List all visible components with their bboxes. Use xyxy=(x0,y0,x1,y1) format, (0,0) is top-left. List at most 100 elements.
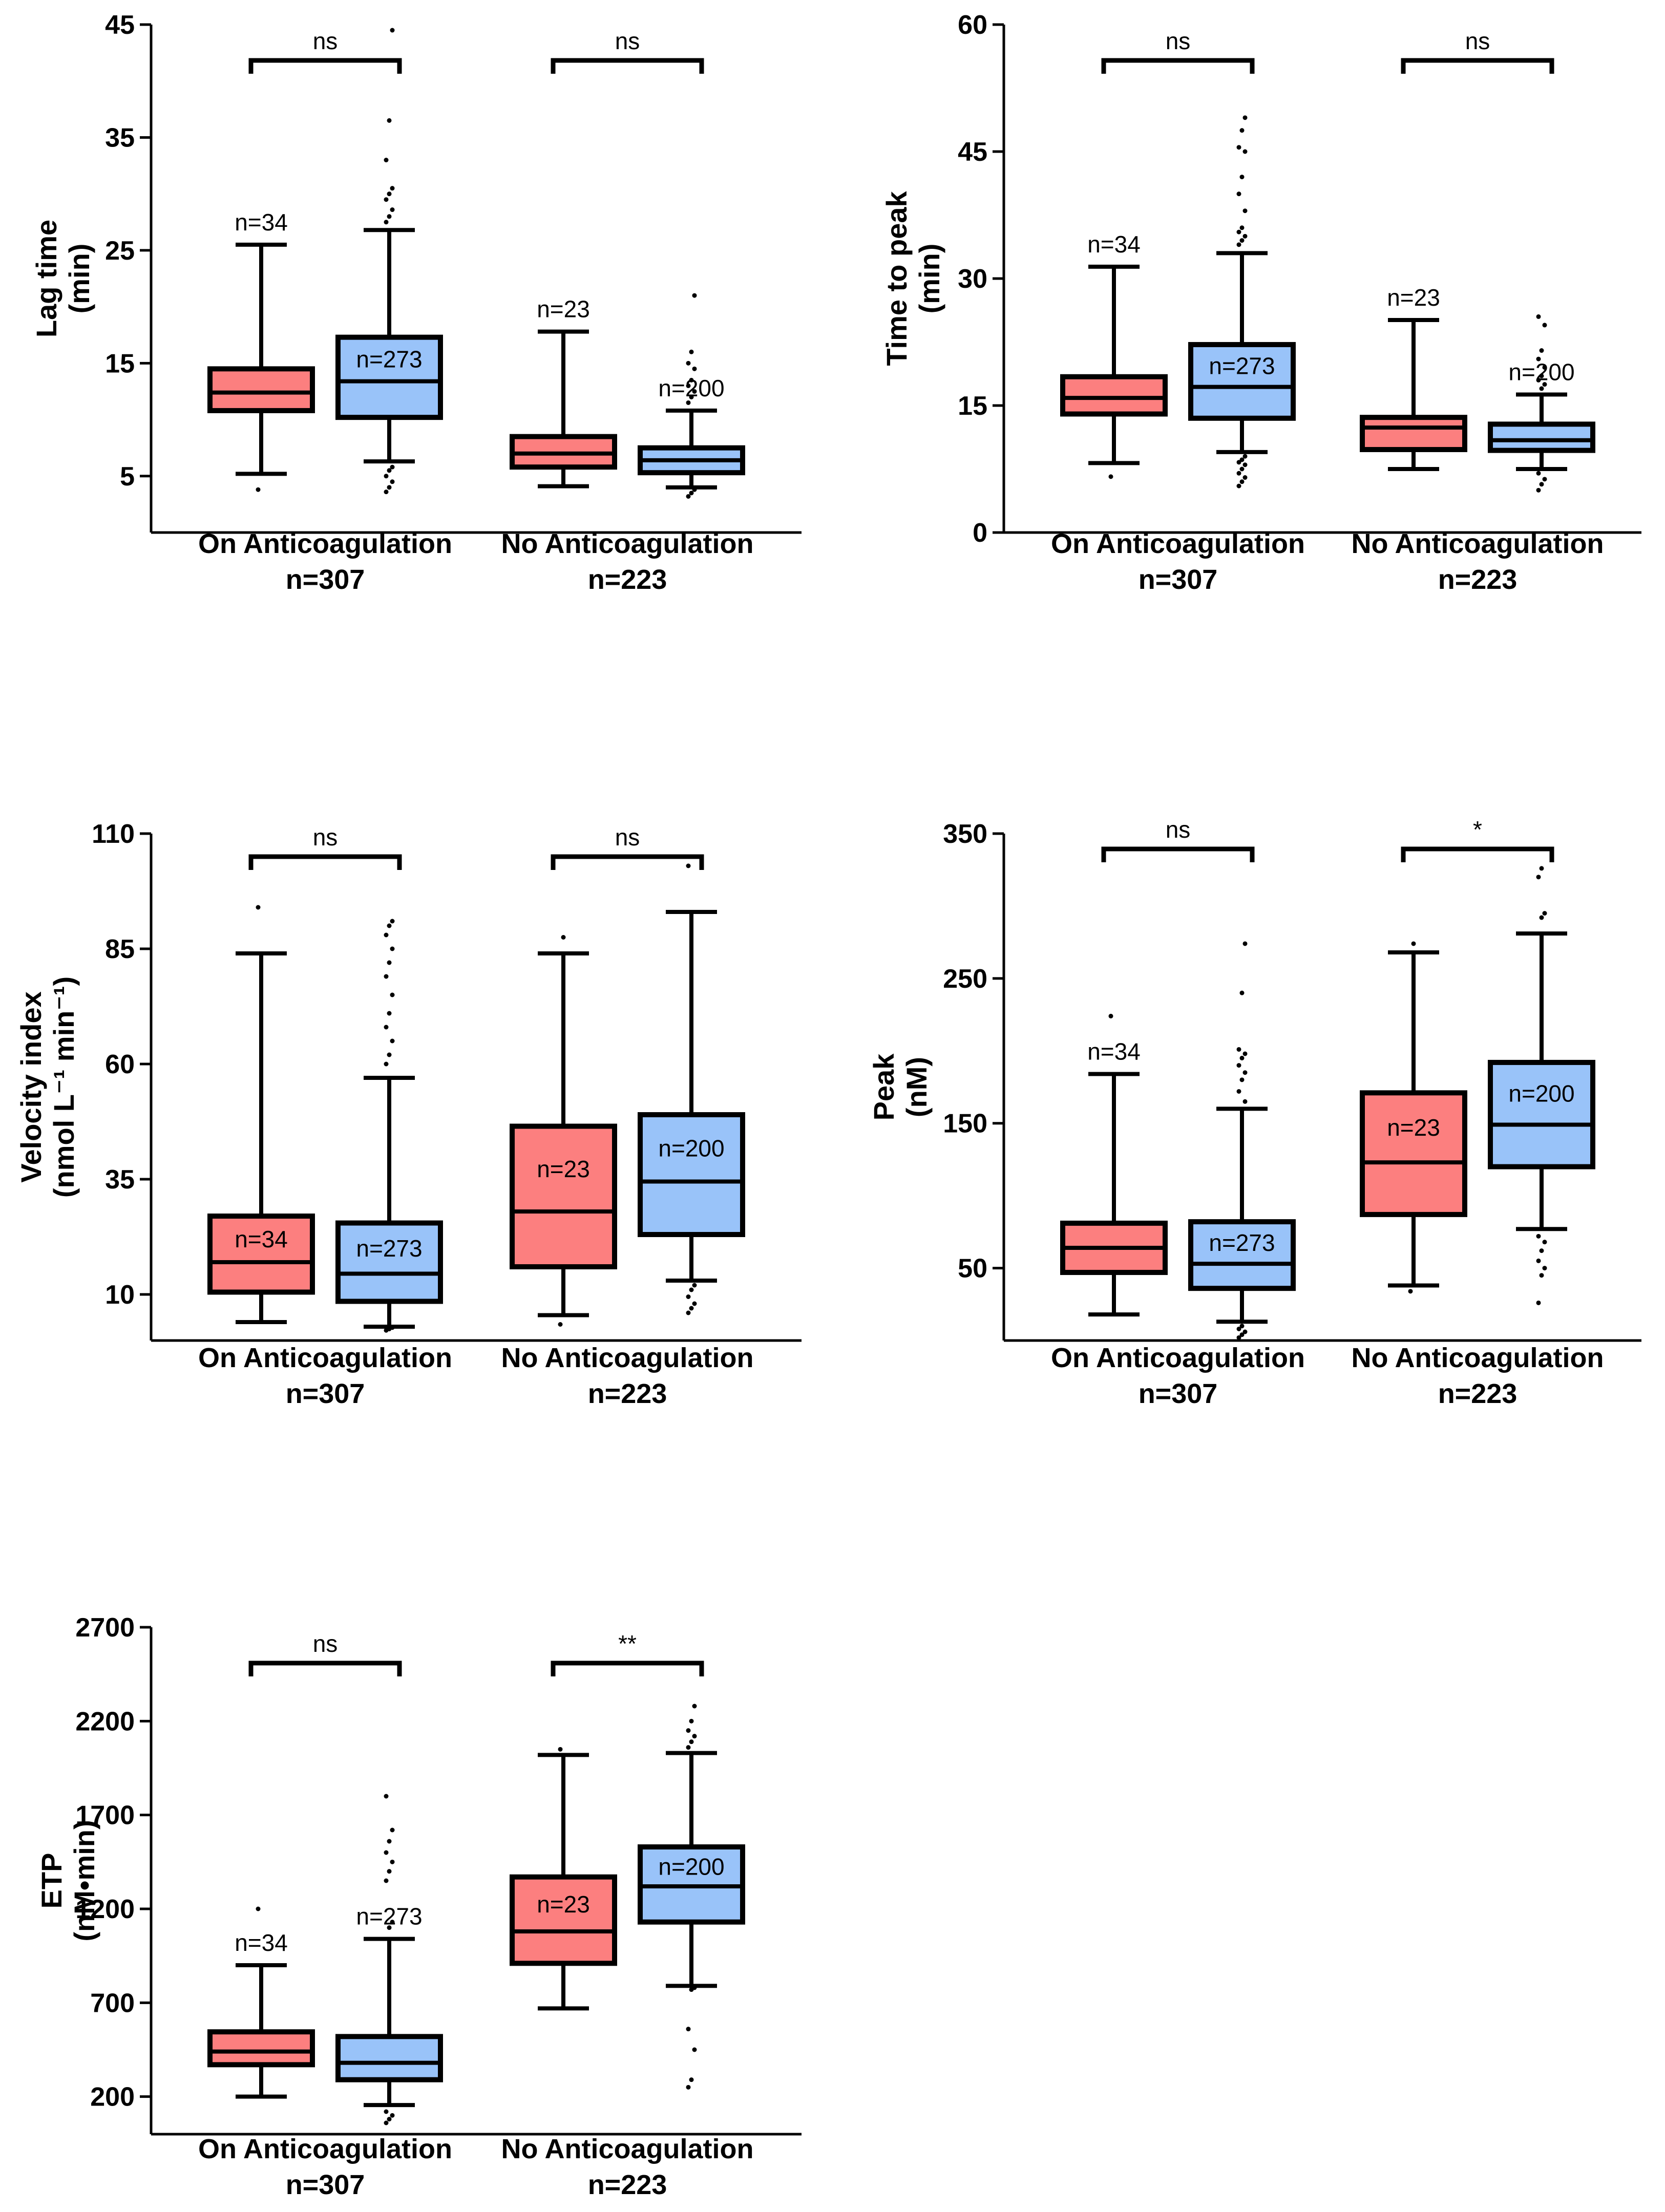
group-label: On Anticoagulation xyxy=(198,2134,452,2164)
n-label: n=34 xyxy=(1087,231,1141,258)
outlier-point xyxy=(1536,377,1541,382)
n-label: n=200 xyxy=(658,375,724,401)
outlier-point xyxy=(1542,382,1547,387)
outlier-point xyxy=(1536,314,1541,319)
n-label: n=273 xyxy=(356,1903,422,1930)
n-label: n=273 xyxy=(356,1235,422,1262)
outlier-point xyxy=(1536,471,1541,476)
group-label: On Anticoagulation xyxy=(1051,1343,1305,1373)
group-n-label: n=307 xyxy=(286,1378,365,1409)
outlier-point xyxy=(686,2085,691,2090)
y-tick-label: 700 xyxy=(90,1988,135,2018)
outlier-point xyxy=(1242,1051,1248,1056)
outlier-point xyxy=(1236,471,1241,476)
y-tick-label: 60 xyxy=(105,1050,135,1079)
outlier-point xyxy=(387,468,392,473)
outlier-point xyxy=(387,485,392,490)
y-tick-label: 110 xyxy=(92,819,135,849)
outlier-point xyxy=(686,1310,691,1315)
box-iqr xyxy=(638,1112,745,1237)
group-n-label: n=307 xyxy=(286,2170,365,2200)
outlier-point xyxy=(689,1306,694,1311)
outlier-point xyxy=(692,1704,697,1709)
box-plot-2: n=273 xyxy=(335,1794,443,2125)
significance-bracket xyxy=(1101,58,1255,74)
box-iqr xyxy=(1060,374,1168,417)
outlier-point xyxy=(1108,474,1113,479)
chart-panel-2: 0 15 30 45 60 Time to peak(min) On Anticoagula… xyxy=(880,10,1641,595)
outlier-point xyxy=(1539,915,1544,920)
y-tick-label: 350 xyxy=(943,819,987,849)
outlier-point xyxy=(256,487,261,492)
significance-label: * xyxy=(1473,816,1482,843)
y-axis-title-line: (min) xyxy=(913,244,945,314)
y-tick-label: 250 xyxy=(943,964,987,994)
group-label: On Anticoagulation xyxy=(198,1343,452,1373)
n-label: n=273 xyxy=(356,346,422,373)
group-label: No Anticoagulation xyxy=(1352,1343,1604,1373)
n-label: n=273 xyxy=(1209,1229,1275,1256)
y-axis-title: Velocity index(nmol L⁻¹ min⁻¹) xyxy=(15,976,80,1198)
box-plot-1: n=34 xyxy=(1060,231,1168,479)
outlier-point xyxy=(1242,454,1248,459)
outlier-point xyxy=(692,293,697,298)
outlier-point xyxy=(1239,1332,1245,1337)
y-tick-label: 35 xyxy=(105,1165,135,1195)
outlier-point xyxy=(390,464,395,470)
y-tick-label: 15 xyxy=(958,391,987,421)
outlier-point xyxy=(384,1025,389,1030)
significance-label: ns xyxy=(615,28,640,54)
outlier-point xyxy=(390,479,395,484)
significance-label: ns xyxy=(615,824,640,850)
n-label: n=23 xyxy=(537,1156,590,1182)
group-label: No Anticoagulation xyxy=(501,1343,754,1373)
outlier-point xyxy=(1242,475,1248,480)
box-plot-1: n=34 xyxy=(207,209,315,492)
outlier-point xyxy=(686,494,691,499)
outlier-point xyxy=(689,349,694,354)
outlier-point xyxy=(1242,941,1248,946)
outlier-point xyxy=(692,389,697,394)
outlier-point xyxy=(1539,348,1544,353)
outlier-point xyxy=(686,383,691,388)
outlier-point xyxy=(1236,1335,1241,1340)
outlier-point xyxy=(1539,482,1544,487)
outlier-point xyxy=(390,28,395,33)
y-axis-title: Time to peak(min) xyxy=(880,190,945,366)
outlier-point xyxy=(1542,365,1547,370)
outlier-point xyxy=(689,491,694,496)
box-plot-4: n=200 xyxy=(638,293,745,499)
y-tick-label: 85 xyxy=(105,934,135,964)
outlier-point xyxy=(1542,1266,1547,1271)
n-label: n=200 xyxy=(658,1854,724,1880)
outlier-point xyxy=(387,1011,392,1016)
outlier-point xyxy=(384,1061,389,1067)
outlier-point xyxy=(1539,1248,1544,1253)
outlier-point xyxy=(390,207,395,212)
outlier-point xyxy=(692,2047,697,2052)
y-axis-title: Lag time(min) xyxy=(30,220,95,337)
n-label: n=23 xyxy=(537,1891,590,1918)
outlier-point xyxy=(387,118,392,123)
y-axis-title-line: (min) xyxy=(63,244,95,314)
outlier-point xyxy=(1542,477,1547,482)
outlier-point xyxy=(390,992,395,997)
n-label: n=34 xyxy=(235,209,288,236)
outlier-point xyxy=(1242,462,1248,467)
n-label: n=200 xyxy=(658,1135,724,1161)
box-plot-1: n=34 xyxy=(207,905,315,1324)
group-label: No Anticoagulation xyxy=(1352,528,1604,559)
outlier-point xyxy=(1236,1089,1241,1094)
box-iqr xyxy=(335,1220,443,1304)
outlier-point xyxy=(1242,115,1248,120)
outlier-point xyxy=(387,192,392,197)
group-n-label: n=307 xyxy=(1139,564,1218,595)
significance-bracket xyxy=(1401,58,1554,74)
outlier-point xyxy=(387,1839,392,1844)
outlier-point xyxy=(689,1287,694,1292)
chart-panel-4: 50 150 250 350 Peak(nM) On Anticoagulation n=3… xyxy=(868,816,1641,1409)
n-label: n=34 xyxy=(1087,1038,1141,1065)
significance-bracket xyxy=(248,58,402,74)
outlier-point xyxy=(384,974,389,979)
